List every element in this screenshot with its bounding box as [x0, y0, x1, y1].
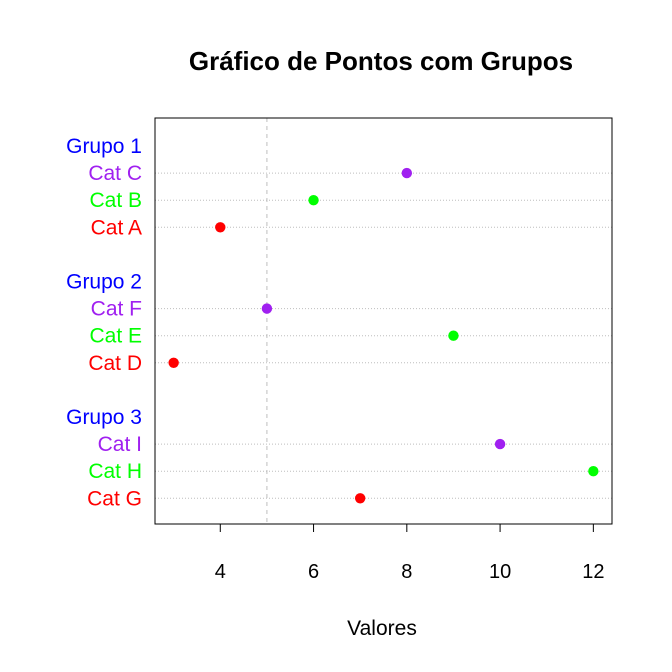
- data-point: [448, 330, 459, 341]
- x-tick-label: 12: [582, 561, 604, 583]
- chart-title: Gráfico de Pontos com Grupos: [189, 46, 573, 76]
- data-point: [354, 493, 366, 504]
- category-label: Cat I: [98, 433, 142, 456]
- group-label: Grupo 2: [66, 271, 142, 294]
- data-points: [168, 167, 599, 504]
- data-point: [308, 195, 319, 206]
- data-point: [588, 466, 599, 477]
- category-label: Cat D: [88, 352, 142, 375]
- category-label: Cat G: [87, 487, 142, 510]
- data-point: [494, 438, 506, 450]
- category-label: Cat C: [88, 162, 142, 185]
- data-point: [215, 222, 226, 233]
- data-point: [168, 357, 179, 368]
- category-label: Cat E: [89, 325, 142, 348]
- grid-lines: [155, 172, 612, 499]
- category-label: Cat A: [91, 216, 142, 239]
- category-labels: Grupo 1 Cat C Cat B Cat A Grupo 2 Cat F Cat E C…: [66, 135, 142, 510]
- x-tick-label: 8: [401, 561, 412, 583]
- x-axis-label: Valores: [347, 617, 417, 640]
- data-point: [261, 303, 273, 314]
- x-tick-label: 4: [215, 561, 226, 583]
- group-label: Grupo 1: [66, 135, 142, 158]
- group-label: Grupo 3: [66, 406, 142, 429]
- category-label: Cat F: [91, 298, 142, 321]
- category-label: Cat H: [88, 460, 142, 483]
- category-label: Cat B: [89, 189, 142, 212]
- x-tick-label: 6: [308, 561, 319, 583]
- plot-frame: [154, 117, 613, 525]
- x-tick-label: 10: [489, 561, 511, 583]
- data-point: [401, 167, 413, 179]
- x-axis: 4 6 8 10 12: [215, 524, 604, 583]
